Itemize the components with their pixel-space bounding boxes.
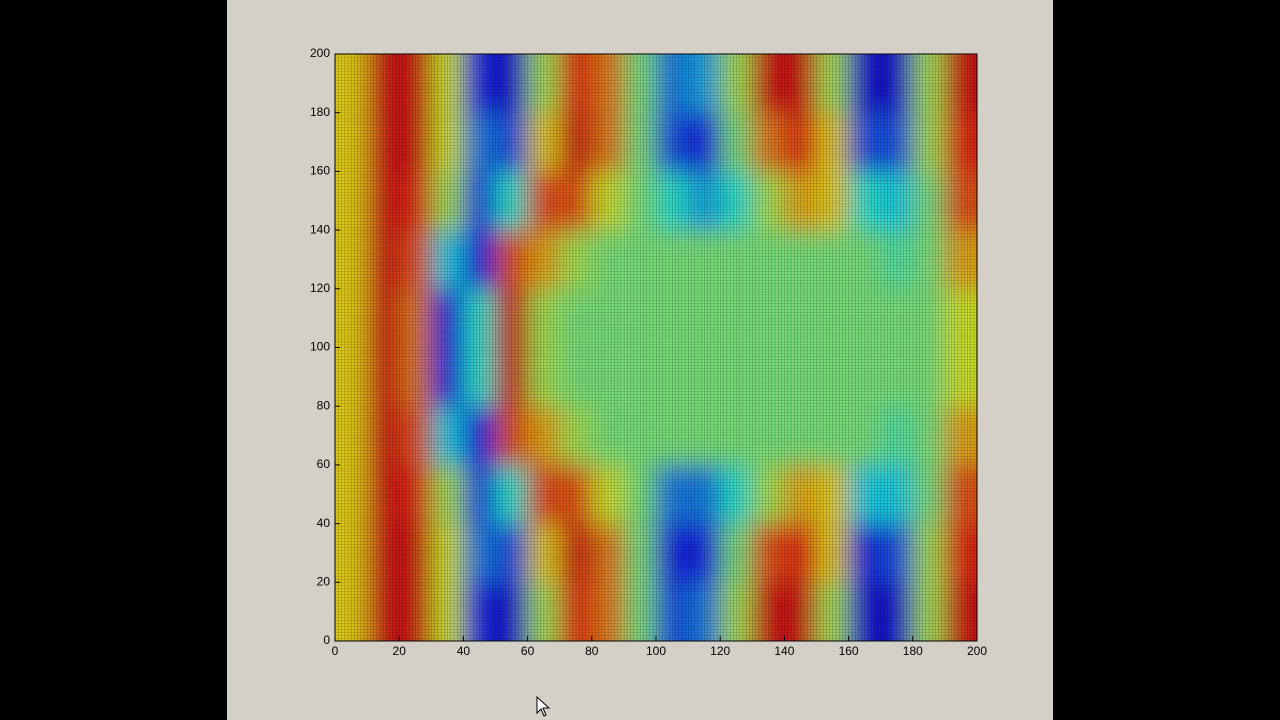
y-tick-label: 0 [323,633,330,647]
y-tick-label: 200 [310,46,330,60]
x-tick-label: 100 [646,644,666,658]
y-tick-label: 100 [310,340,330,354]
y-tick-label: 180 [310,105,330,119]
y-tick-label: 60 [317,457,331,471]
y-tick-label: 20 [317,574,331,588]
plot-area [335,54,977,641]
y-tick-label: 120 [310,281,330,295]
axes: 0 20 40 60 80 100 120 140 160 180 200 0 20 40 60 80 100 1… [310,46,987,658]
x-tick-label: 80 [585,644,599,658]
x-tick-label: 20 [393,644,407,658]
x-tick-label: 160 [839,644,859,658]
y-tick-label: 160 [310,164,330,178]
y-tick-label: 40 [317,516,331,530]
y-tick-label: 140 [310,222,330,236]
x-tick-label: 0 [332,644,339,658]
x-tick-label: 200 [967,644,987,658]
mesh-overlay [335,54,977,641]
x-tick-label: 40 [457,644,471,658]
y-tick-label: 80 [317,398,331,412]
mouse-cursor [536,695,551,717]
x-tick-label: 120 [710,644,730,658]
x-tick-label: 180 [903,644,923,658]
x-tick-label: 60 [521,644,535,658]
x-tick-label: 140 [774,644,794,658]
